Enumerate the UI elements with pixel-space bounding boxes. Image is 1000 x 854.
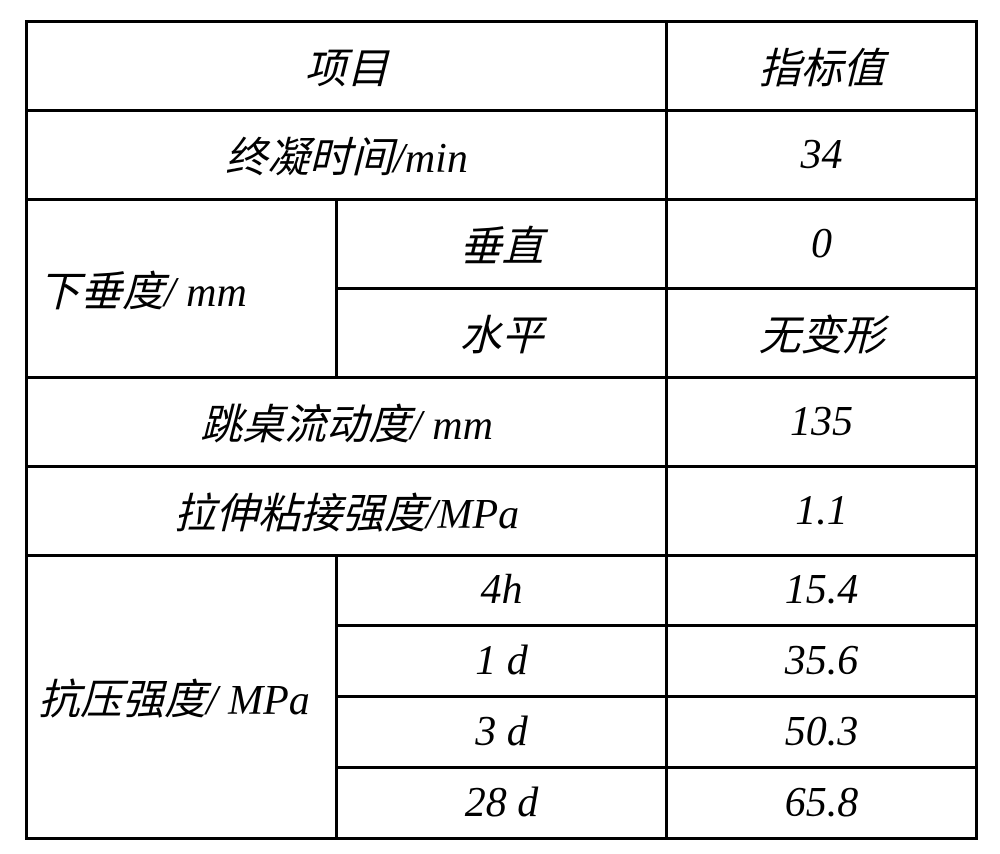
sub-cell: 3 d bbox=[337, 697, 667, 768]
header-value: 指标值 bbox=[667, 22, 977, 111]
table-row: 拉伸粘接强度/MPa 1.1 bbox=[27, 466, 977, 555]
sub-cell: 1 d bbox=[337, 626, 667, 697]
group-label-cell: 抗压强度/ MPa bbox=[27, 555, 337, 838]
item-cell: 终凝时间/min bbox=[27, 110, 667, 199]
value-cell: 15.4 bbox=[667, 555, 977, 626]
sub-cell: 4h bbox=[337, 555, 667, 626]
value-cell: 35.6 bbox=[667, 626, 977, 697]
value-cell: 65.8 bbox=[667, 768, 977, 839]
item-cell: 跳桌流动度/ mm bbox=[27, 377, 667, 466]
sub-cell: 28 d bbox=[337, 768, 667, 839]
data-table: 项目 指标值 终凝时间/min 34 下垂度/ mm 垂直 0 水平 无变形 跳… bbox=[25, 20, 978, 840]
group-label-cell: 下垂度/ mm bbox=[27, 199, 337, 377]
sub-cell: 水平 bbox=[337, 288, 667, 377]
value-cell: 0 bbox=[667, 199, 977, 288]
table-row: 抗压强度/ MPa 4h 15.4 bbox=[27, 555, 977, 626]
sub-cell: 垂直 bbox=[337, 199, 667, 288]
value-cell: 无变形 bbox=[667, 288, 977, 377]
item-cell: 拉伸粘接强度/MPa bbox=[27, 466, 667, 555]
table-row: 终凝时间/min 34 bbox=[27, 110, 977, 199]
value-cell: 50.3 bbox=[667, 697, 977, 768]
table-row: 下垂度/ mm 垂直 0 bbox=[27, 199, 977, 288]
value-cell: 34 bbox=[667, 110, 977, 199]
header-item: 项目 bbox=[27, 22, 667, 111]
table-row: 跳桌流动度/ mm 135 bbox=[27, 377, 977, 466]
value-cell: 1.1 bbox=[667, 466, 977, 555]
value-cell: 135 bbox=[667, 377, 977, 466]
table-row: 项目 指标值 bbox=[27, 22, 977, 111]
